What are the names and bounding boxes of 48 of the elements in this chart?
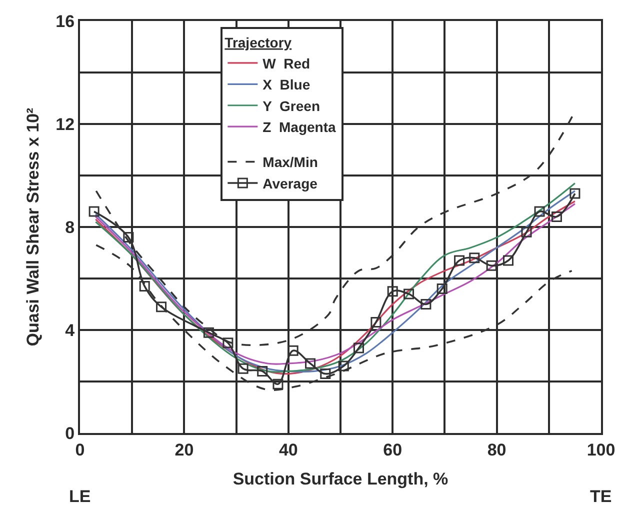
point xyxy=(503,255,514,266)
point xyxy=(570,188,580,199)
text: LE xyxy=(69,487,91,506)
x-tick-label: 20 xyxy=(174,440,194,460)
point xyxy=(222,338,234,348)
point xyxy=(370,317,382,328)
point xyxy=(288,345,298,356)
legend-label: W Red xyxy=(262,55,310,72)
y-tick-label: 4 xyxy=(65,320,76,340)
y-tick-label: 12 xyxy=(56,114,75,134)
point xyxy=(305,358,316,369)
point xyxy=(257,366,268,376)
point xyxy=(238,363,248,374)
point xyxy=(353,342,364,354)
point xyxy=(272,378,284,390)
x-tick-label: 60 xyxy=(383,440,402,460)
y-tick-label: 0 xyxy=(65,424,75,443)
point xyxy=(454,255,465,266)
legend-label: X Blue xyxy=(262,76,310,93)
x-tick-label: 80 xyxy=(487,440,506,460)
point xyxy=(551,211,562,222)
point xyxy=(534,206,545,217)
y-tick-label: 8 xyxy=(65,218,75,237)
text: TE xyxy=(590,487,612,506)
y-tick-label: 16 xyxy=(56,12,75,31)
point xyxy=(139,280,150,292)
point xyxy=(521,226,532,238)
point xyxy=(156,302,167,312)
legend-label: Z Magenta xyxy=(262,119,336,136)
point xyxy=(420,299,432,310)
point xyxy=(123,232,134,243)
x-axis-title: Suction Surface Length, % xyxy=(232,469,448,488)
x-tick-label: 40 xyxy=(278,440,298,460)
point xyxy=(203,327,214,338)
legend-label: Y Green xyxy=(262,98,320,114)
legend-title: Trajectory xyxy=(224,34,292,50)
legend-label: Max/Min xyxy=(262,154,318,170)
point xyxy=(338,360,349,372)
x-tick-label: 100 xyxy=(586,440,616,460)
point xyxy=(486,260,497,271)
legend-label: Average xyxy=(262,175,318,192)
point xyxy=(387,286,398,297)
point xyxy=(404,288,414,300)
point xyxy=(436,284,448,294)
point xyxy=(320,368,331,380)
point xyxy=(88,206,100,217)
point xyxy=(469,252,480,264)
y-axis-title: Quasi Wall Shear Stress x 10² xyxy=(24,107,43,346)
